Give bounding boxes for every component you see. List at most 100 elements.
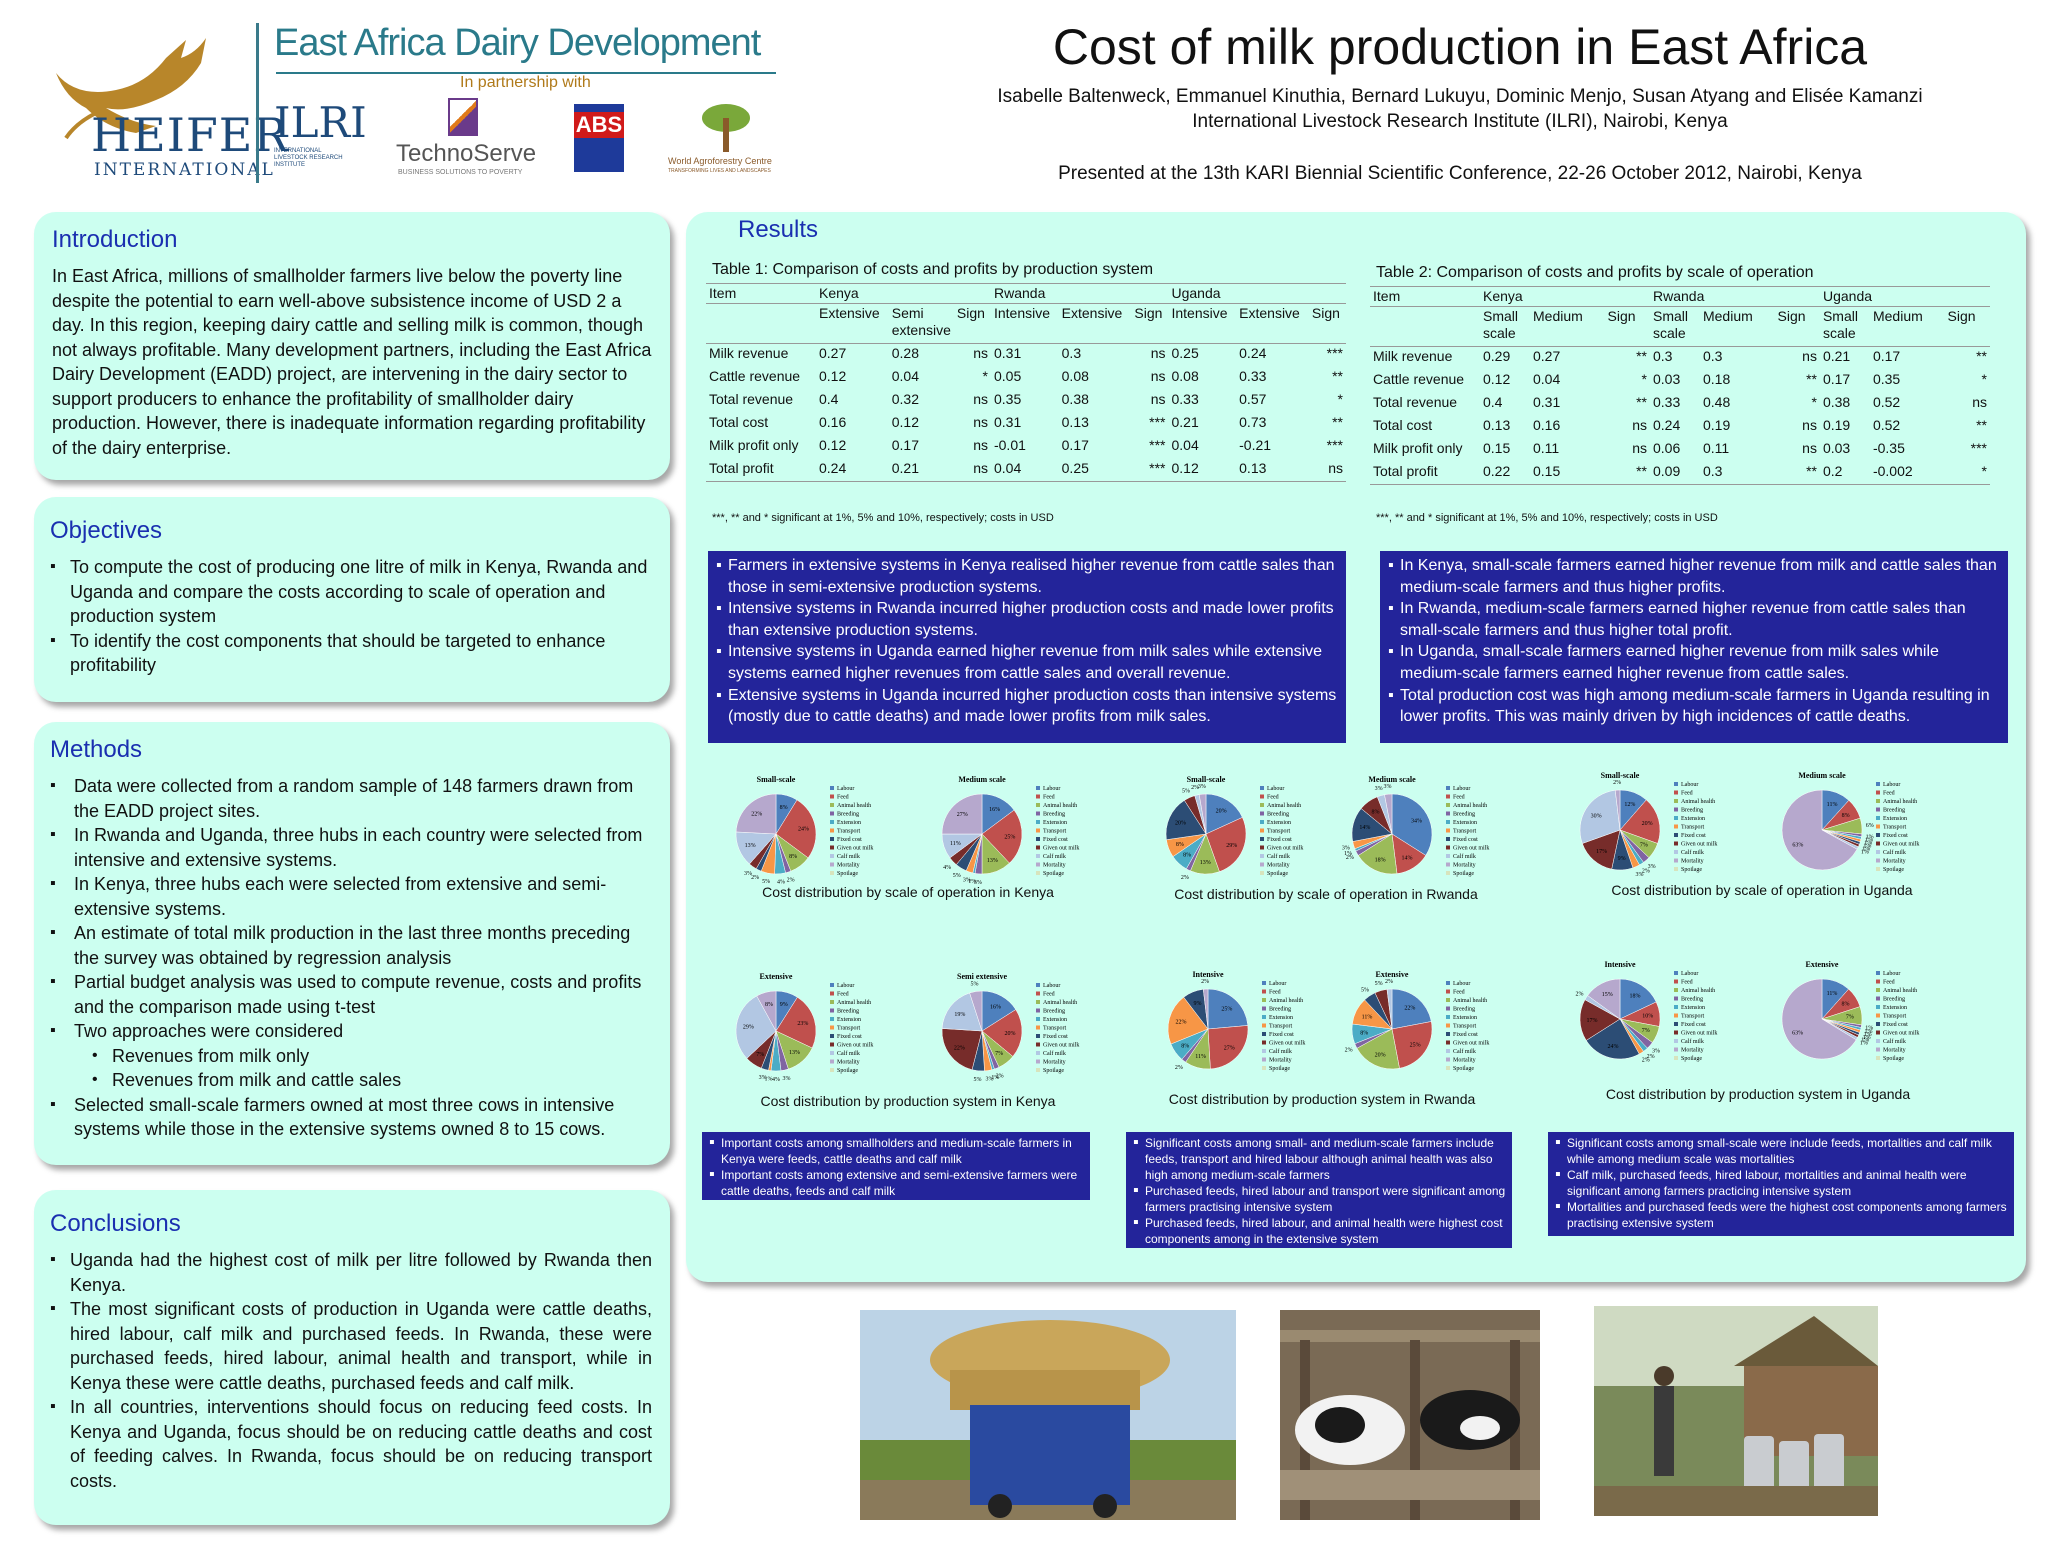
methods-panel: Methods Data were collected from a rando… — [34, 722, 670, 1165]
legend-label: Mortality — [1453, 863, 1476, 869]
table2-note: ***, ** and * significant at 1%, 5% and … — [1376, 512, 1718, 524]
legend-swatch — [1674, 858, 1678, 863]
table-cell: ns — [1150, 345, 1166, 361]
legend-label: Fixed cost — [1267, 837, 1292, 843]
finding-item: In Uganda, small-scale farmers earned hi… — [1386, 641, 2002, 684]
table-cell: ns — [1802, 416, 1817, 433]
table-cell: 0.35 — [993, 390, 1022, 407]
finding-item: Intensive systems in Uganda earned highe… — [714, 641, 1340, 684]
pie-slice-label: 3% — [986, 1076, 994, 1082]
legend-label: Labour — [1043, 983, 1060, 989]
legend-label: Labour — [1043, 786, 1060, 792]
pie-slice-label: 8% — [1176, 842, 1184, 848]
pie-slice — [981, 809, 1023, 864]
legend-swatch — [1674, 1030, 1678, 1035]
table-cell: * — [1641, 370, 1647, 387]
legend-swatch — [1876, 782, 1880, 786]
pie-slice-label: 3% — [963, 878, 971, 884]
legend-label: Fixed cost — [1269, 1032, 1294, 1038]
pie-slice-label: 3% — [1652, 1049, 1660, 1055]
pie-slice — [1357, 833, 1398, 875]
legend-label: Extension — [1453, 820, 1477, 826]
table-header: Rwanda — [1649, 286, 1820, 307]
pie-slice-label: 7% — [995, 1051, 1003, 1057]
table-cell: 0.16 — [1533, 416, 1561, 433]
legend-swatch — [1036, 786, 1040, 790]
table-row-label: Cattle revenue — [1373, 370, 1465, 387]
pie-slice-label: 1% — [1864, 841, 1872, 847]
legend-swatch — [1674, 979, 1678, 984]
legend-swatch — [1036, 871, 1040, 875]
legend-label: Feed — [1453, 795, 1465, 801]
legend-label: Animal health — [837, 1000, 871, 1006]
conclusion-item: Uganda had the highest cost of milk per … — [50, 1248, 652, 1297]
technoserve-icon — [448, 98, 478, 136]
table-row-label: Total profit — [1370, 461, 1480, 485]
pie-slice-label: 13% — [987, 858, 998, 864]
legend-swatch — [1036, 1034, 1040, 1038]
pie-caption: Cost distribution by production system i… — [1168, 1091, 1476, 1107]
table-header: Small scale — [1480, 306, 1530, 347]
legend-swatch — [1446, 1023, 1450, 1028]
legend-swatch — [1876, 841, 1880, 846]
pie-slice-label: 63% — [1792, 1031, 1803, 1037]
introduction-heading: Introduction — [52, 226, 178, 253]
table-cell: 0.3 — [1652, 348, 1673, 364]
legend-swatch — [1674, 841, 1678, 846]
pie-slice — [1781, 978, 1857, 1060]
pie-slice-label: 1% — [764, 1076, 772, 1082]
table-cell: 0.04 — [1533, 370, 1561, 387]
legend-label: Feed — [837, 992, 849, 998]
table-cell: -0.35 — [1872, 439, 1905, 456]
table-header: Sign — [1604, 306, 1650, 347]
table-cell: 0.33 — [1171, 390, 1199, 407]
abs-logo: ABS — [574, 104, 624, 172]
conclusions-list: Uganda had the highest cost of milk per … — [50, 1248, 652, 1493]
table-header: Medium — [1699, 306, 1775, 347]
pie-slice-label: 7% — [1642, 1028, 1650, 1034]
pie-slice-label: 29% — [1226, 843, 1237, 849]
legend-label: Transport — [1681, 1014, 1704, 1020]
table-cell: *** — [1149, 436, 1166, 453]
table-cell: 0.3 — [1699, 461, 1775, 485]
legend-label: Extension — [1267, 820, 1291, 826]
pie-slice-label: 2% — [1345, 1047, 1353, 1053]
legend-swatch — [1674, 867, 1678, 871]
cost-item: Important costs among extensive and semi… — [707, 1167, 1085, 1199]
table-header: Sign — [1131, 303, 1169, 344]
eadd-rule — [276, 72, 776, 74]
legend-swatch — [1876, 867, 1880, 871]
legend-label: Calf milk — [1883, 849, 1906, 856]
pie-slice-label: 8% — [765, 1002, 773, 1008]
legend-swatch — [1446, 989, 1450, 994]
legend-label: Breeding — [1043, 1009, 1065, 1015]
pie-chart: Extensive9%23%13%3%4%1%3%7%29%8%LabourFe… — [735, 972, 873, 1083]
table-cell: 0.31 — [993, 345, 1022, 361]
pie-slice-label: 2% — [751, 875, 759, 881]
table-cell: ** — [1976, 416, 1987, 433]
legend-label: Labour — [1681, 782, 1698, 788]
table-cell: 0.31 — [993, 413, 1022, 430]
table-cell: 0.11 — [1702, 439, 1730, 456]
legend-swatch — [830, 803, 834, 807]
pie-slice-label: 25% — [1410, 1043, 1421, 1049]
table-header: Extensive — [816, 303, 889, 344]
pie-slice-label: 8% — [789, 854, 797, 860]
legend-swatch — [1036, 837, 1040, 841]
table-cell: ** — [1806, 370, 1817, 387]
pie-title: Small-scale — [1601, 771, 1640, 780]
legend-swatch — [1446, 1040, 1450, 1045]
finding-item: Total production cost was high among med… — [1386, 685, 2002, 728]
pie-slice-label: 3% — [782, 1076, 790, 1082]
pie-slice-label: 17% — [1587, 1018, 1598, 1024]
legend-swatch — [830, 786, 834, 790]
legend-label: Transport — [1453, 829, 1476, 835]
legend-swatch — [1260, 871, 1264, 875]
legend-label: Calf milk — [837, 1050, 860, 1057]
legend-label: Extension — [837, 820, 861, 826]
legend-swatch — [830, 862, 834, 867]
legend-label: Extension — [1453, 1015, 1477, 1021]
legend-swatch — [1036, 991, 1040, 996]
finding-item: In Kenya, small-scale farmers earned hig… — [1386, 555, 2002, 598]
icraf-logo: World Agroforestry Centre — [668, 156, 772, 166]
